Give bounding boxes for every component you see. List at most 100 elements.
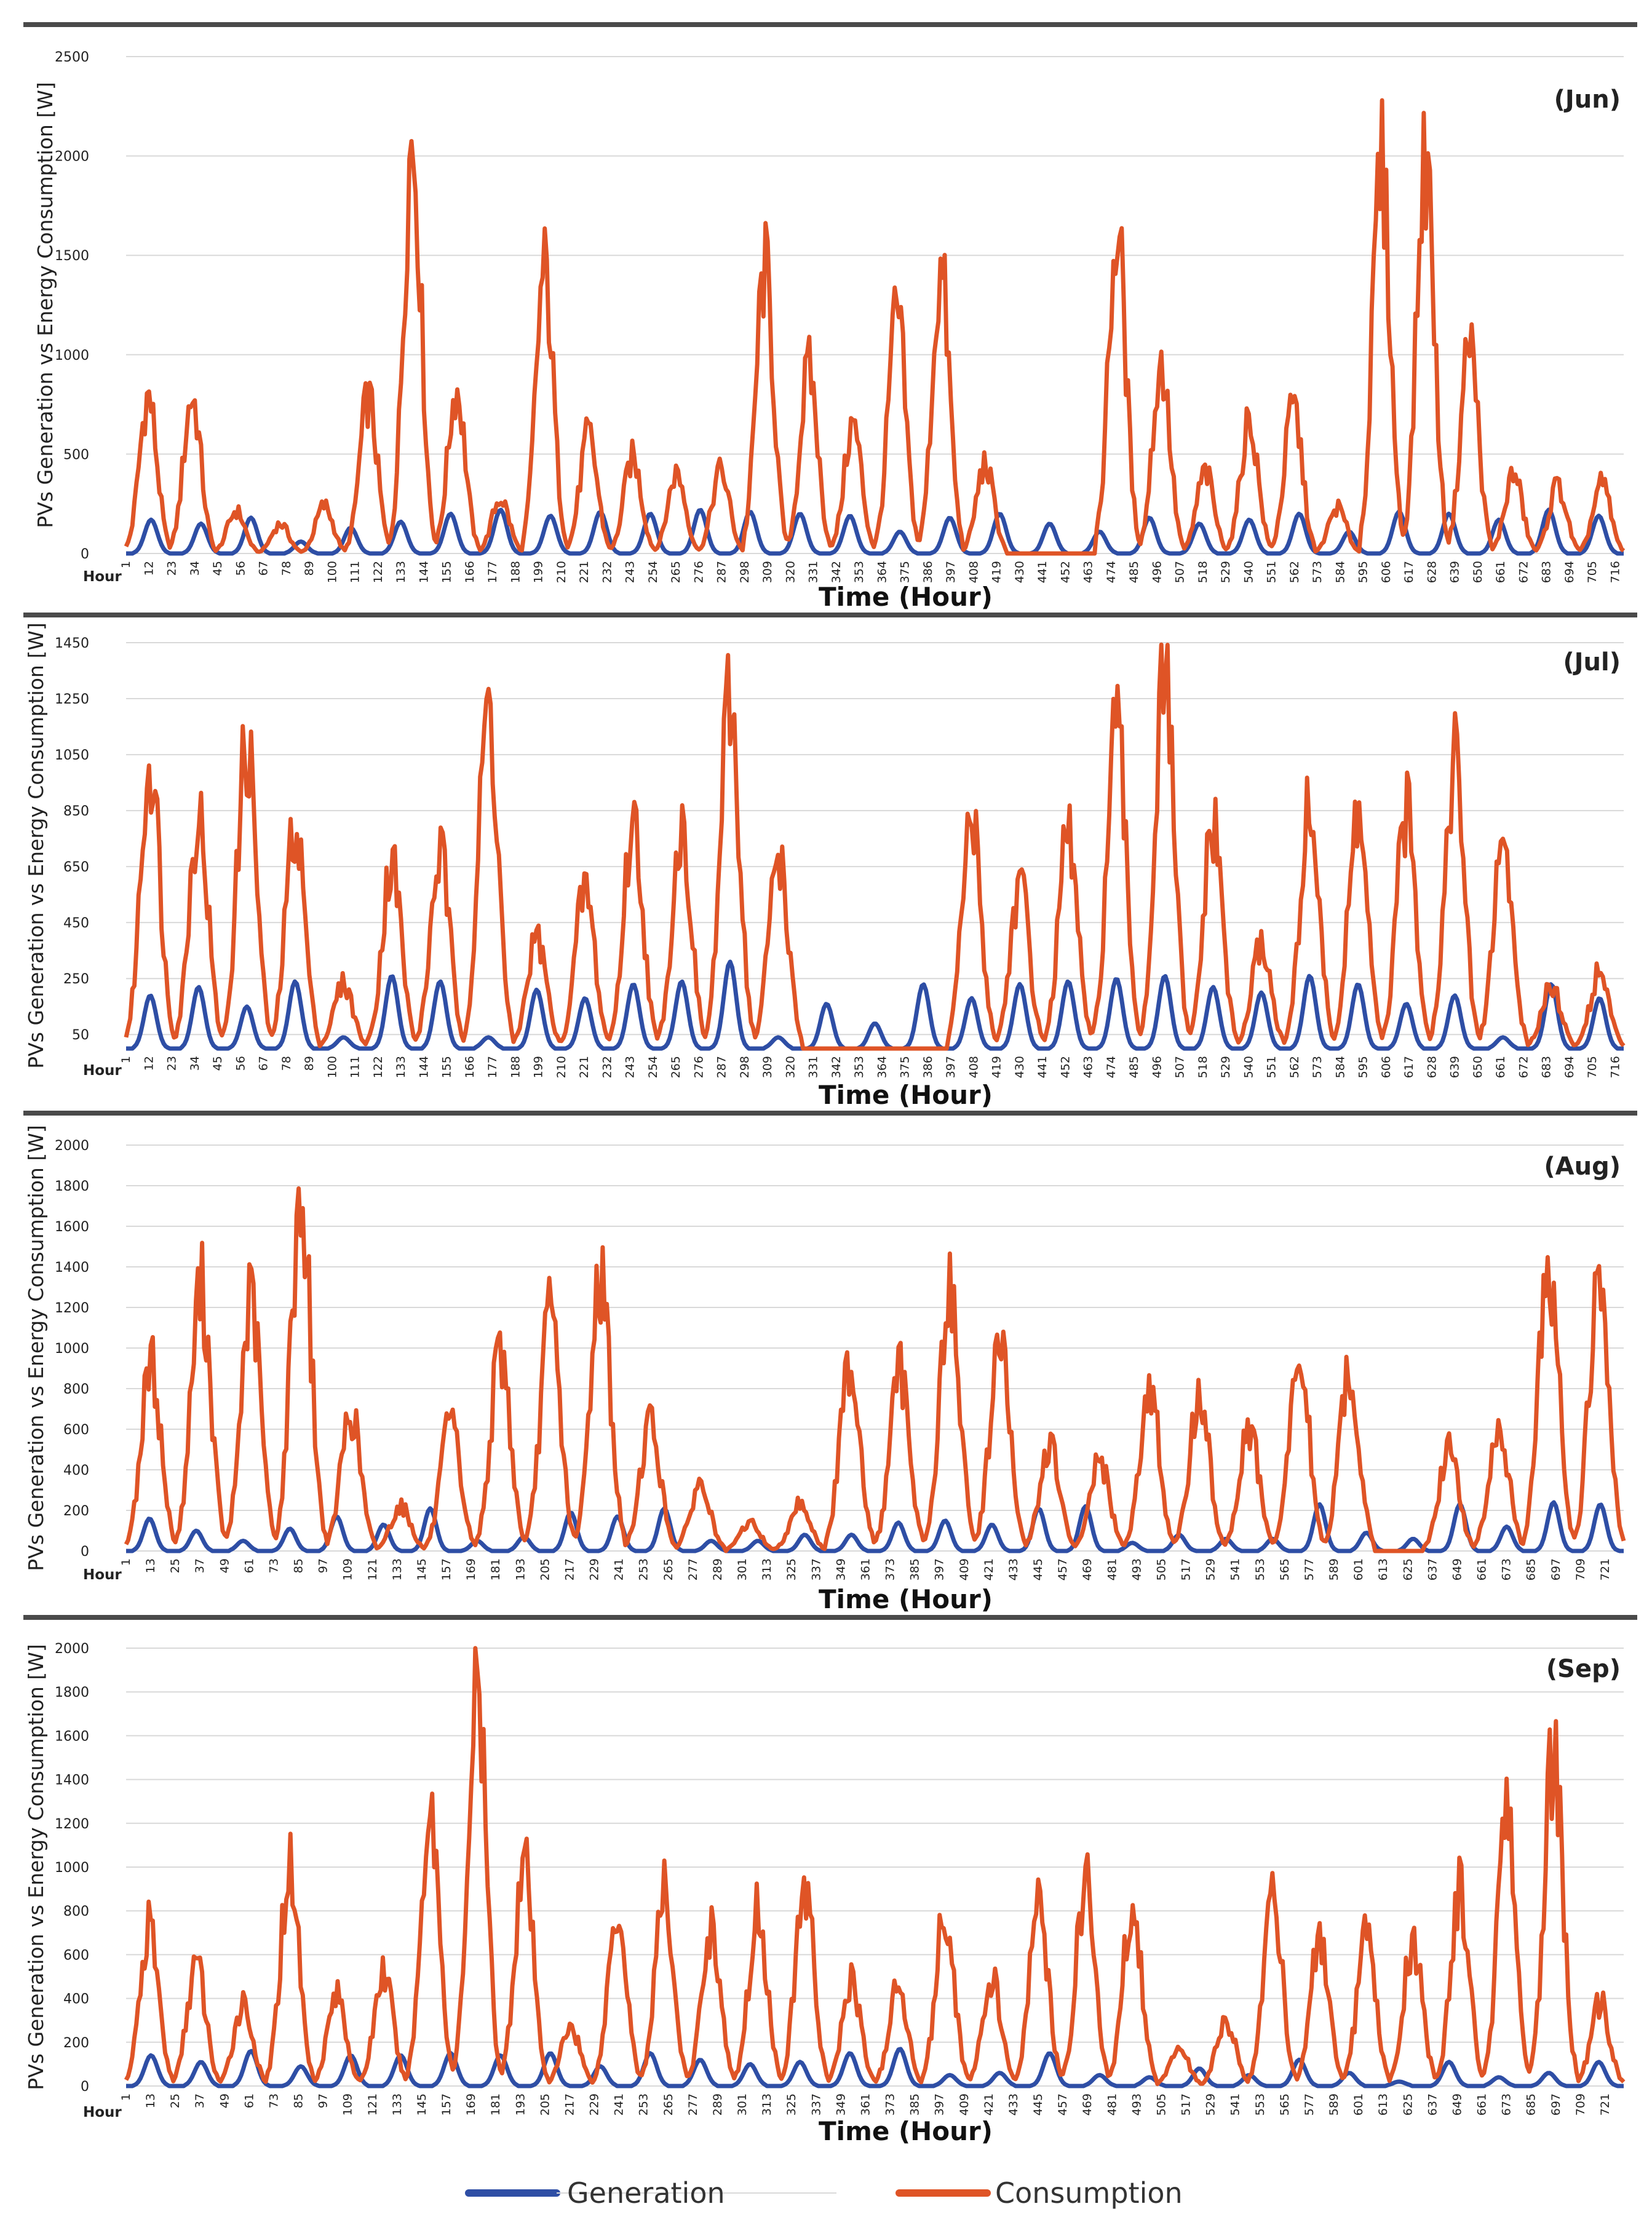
x-tick-label-jun: 628 bbox=[1425, 561, 1439, 583]
x-tick-label-jul: 353 bbox=[852, 1056, 866, 1078]
x-tick-label-jul: 441 bbox=[1036, 1056, 1049, 1078]
x-tick-label-sep: 325 bbox=[785, 2093, 798, 2116]
x-tick-label-aug: 469 bbox=[1081, 1558, 1094, 1580]
x-tick-label-jun: 12 bbox=[142, 561, 156, 576]
x-tick-label-jun: 441 bbox=[1036, 561, 1049, 583]
x-tick-label-sep: 481 bbox=[1105, 2093, 1119, 2116]
x-tick-label-aug: 265 bbox=[662, 1558, 675, 1580]
x-tick-label-jul: 276 bbox=[692, 1056, 705, 1078]
y-tick-label-jul: 250 bbox=[63, 972, 89, 987]
y-axis-title-sep: PVs Generation vs Energy Consumption [W] bbox=[24, 1644, 48, 2090]
y-tick-label-aug: 1800 bbox=[55, 1179, 89, 1194]
x-tick-label-aug: 85 bbox=[292, 1558, 306, 1573]
x-tick-label-aug: 97 bbox=[317, 1558, 330, 1573]
x-tick-label-jun: 111 bbox=[349, 561, 362, 583]
x-tick-label-jun: 309 bbox=[761, 561, 774, 583]
x-axis-title-jul: Time (Hour) bbox=[819, 1080, 993, 1110]
x-tick-label-jul: 705 bbox=[1586, 1056, 1599, 1078]
x-tick-label-sep: 253 bbox=[637, 2093, 651, 2116]
y-tick-label-jul: 1050 bbox=[55, 748, 89, 763]
y-tick-label-sep: 2000 bbox=[55, 1641, 89, 1657]
x-tick-label-jul: 45 bbox=[211, 1056, 224, 1071]
x-tick-label-sep: 301 bbox=[736, 2093, 749, 2116]
x-tick-label-jul: 243 bbox=[624, 1056, 637, 1078]
x-tick-label-jun: 166 bbox=[463, 561, 477, 583]
x-tick-label-jun: 408 bbox=[967, 561, 980, 583]
x-tick-label-jun: 507 bbox=[1173, 561, 1187, 583]
x-tick-label-jul: 419 bbox=[990, 1056, 1004, 1078]
x-tick-label-aug: 673 bbox=[1500, 1558, 1514, 1580]
y-tick-label-sep: 0 bbox=[81, 2079, 89, 2095]
x-tick-label-jul: 331 bbox=[807, 1056, 820, 1078]
x-tick-label-sep: 541 bbox=[1229, 2093, 1242, 2116]
x-tick-label-sep: 601 bbox=[1352, 2093, 1365, 2116]
x-tick-label-sep: 589 bbox=[1327, 2093, 1341, 2116]
x-tick-label-jun: 243 bbox=[624, 561, 637, 583]
x-tick-label-jul: 617 bbox=[1402, 1056, 1416, 1078]
y-tick-label-jul: 450 bbox=[63, 916, 89, 931]
x-tick-label-jun: 386 bbox=[921, 561, 935, 583]
x-tick-label-jun: 331 bbox=[807, 561, 820, 583]
x-tick-label-sep: 13 bbox=[144, 2093, 157, 2108]
x-tick-label-aug: 721 bbox=[1598, 1558, 1612, 1580]
chart-jul: 50 250 450 650 850 1050 1250 1450 1 12 23 34 45 56 67 7… bbox=[24, 622, 1626, 1110]
x-tick-label-aug: 205 bbox=[538, 1558, 552, 1580]
x-tick-label-jun: 254 bbox=[646, 561, 660, 583]
x-tick-label-jul: 573 bbox=[1311, 1056, 1324, 1078]
x-tick-label-sep: 1 bbox=[119, 2093, 133, 2101]
y-tick-label-jul: 850 bbox=[63, 804, 89, 819]
x-tick-label-aug: 529 bbox=[1204, 1558, 1218, 1580]
x-corner-label-jul: Hour bbox=[83, 1063, 122, 1079]
x-tick-label-aug: 637 bbox=[1426, 1558, 1439, 1580]
x-tick-label-jul: 89 bbox=[303, 1056, 316, 1071]
x-tick-label-jun: 78 bbox=[280, 561, 293, 576]
y-axis-title-aug: PVs Generation vs Energy Consumption [W] bbox=[24, 1125, 48, 1571]
y-tick-label-aug: 800 bbox=[63, 1382, 89, 1397]
x-tick-label-sep: 697 bbox=[1549, 2093, 1563, 2116]
x-tick-label-aug: 133 bbox=[391, 1558, 404, 1580]
x-tick-label-sep: 241 bbox=[613, 2093, 626, 2116]
x-tick-label-jul: 342 bbox=[830, 1056, 843, 1078]
x-tick-label-jun: 232 bbox=[600, 561, 614, 583]
x-tick-label-sep: 625 bbox=[1401, 2093, 1415, 2116]
x-tick-label-jul: 122 bbox=[371, 1056, 385, 1078]
x-tick-label-aug: 541 bbox=[1229, 1558, 1242, 1580]
chart-jun: 0 500 1000 1500 2000 2500 1 12 23 34 45 56 67 78 89 100… bbox=[33, 50, 1626, 612]
y-tick-label-jul: 650 bbox=[63, 860, 89, 875]
y-tick-label-sep: 1000 bbox=[55, 1860, 89, 1876]
x-tick-label-sep: 61 bbox=[242, 2093, 256, 2108]
x-tick-label-sep: 493 bbox=[1130, 2093, 1143, 2116]
x-tick-label-jun: 430 bbox=[1013, 561, 1027, 583]
x-tick-label-jul: 694 bbox=[1563, 1056, 1576, 1078]
x-tick-label-sep: 217 bbox=[563, 2093, 576, 2116]
x-tick-label-sep: 553 bbox=[1253, 2093, 1267, 2116]
x-axis-title-jun: Time (Hour) bbox=[819, 582, 993, 612]
x-tick-label-jun: 364 bbox=[875, 561, 889, 583]
x-tick-label-aug: 517 bbox=[1180, 1558, 1193, 1580]
y-tick-label-sep: 600 bbox=[63, 1948, 89, 1963]
x-tick-label-sep: 409 bbox=[958, 2093, 971, 2116]
x-tick-label-jul: 364 bbox=[875, 1056, 889, 1078]
y-tick-label-aug: 400 bbox=[63, 1463, 89, 1478]
x-tick-label-jul: 12 bbox=[142, 1056, 156, 1071]
x-tick-label-jul: 595 bbox=[1357, 1056, 1370, 1078]
x-tick-label-aug: 121 bbox=[366, 1558, 379, 1580]
x-tick-label-aug: 73 bbox=[267, 1558, 280, 1573]
y-tick-label-aug: 2000 bbox=[55, 1138, 89, 1154]
x-tick-label-jul: 166 bbox=[463, 1056, 477, 1078]
x-tick-label-jul: 210 bbox=[555, 1056, 568, 1078]
x-tick-label-jun: 67 bbox=[257, 561, 271, 576]
x-tick-label-jul: 254 bbox=[646, 1056, 660, 1078]
legend-item-consumption[interactable]: Consumption bbox=[895, 2176, 1183, 2210]
x-tick-label-jun: 1 bbox=[119, 561, 133, 568]
x-tick-label-jun: 221 bbox=[578, 561, 591, 583]
chart-aug: 0 200 400 600 800 1000 1200 1400 1600 1800 2000 1 13… bbox=[24, 1125, 1626, 1614]
x-tick-label-jun: 584 bbox=[1333, 561, 1347, 583]
legend-item-generation[interactable]: Generation bbox=[465, 2176, 836, 2210]
x-tick-label-jul: 683 bbox=[1540, 1056, 1554, 1078]
legend: Generation Consumption bbox=[465, 2176, 1183, 2210]
month-label-sep: (Sep) bbox=[1546, 1655, 1621, 1683]
y-tick-label-sep: 1200 bbox=[55, 1817, 89, 1832]
x-tick-label-jun: 56 bbox=[234, 561, 247, 576]
x-tick-label-jun: 474 bbox=[1105, 561, 1118, 583]
